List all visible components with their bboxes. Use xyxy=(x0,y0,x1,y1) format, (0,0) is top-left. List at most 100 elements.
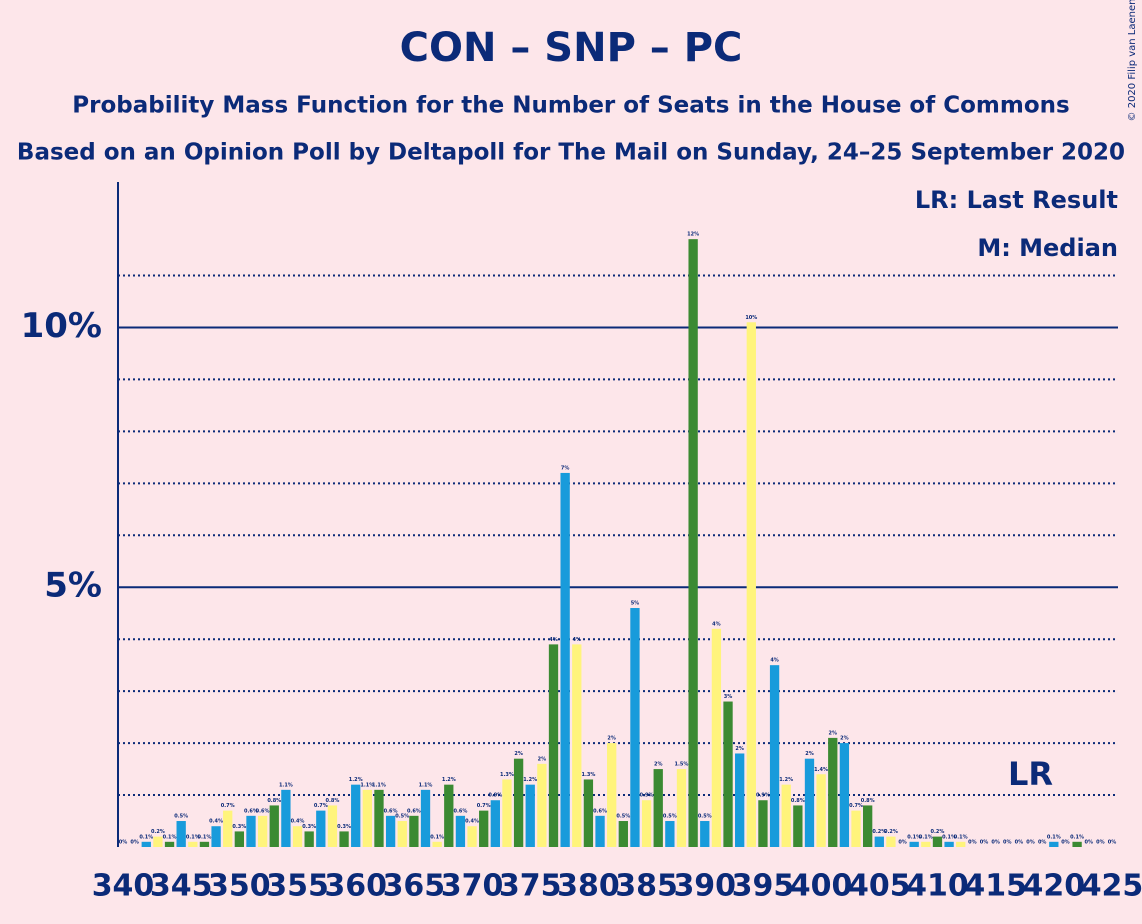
x-tick-label: 400 xyxy=(790,869,853,904)
bar xyxy=(700,821,710,847)
value-label: 0% xyxy=(968,840,977,846)
value-label: 0.5% xyxy=(174,814,188,820)
bar xyxy=(397,821,407,847)
x-tick-label: 405 xyxy=(848,869,911,904)
value-label: 1.3% xyxy=(581,772,595,778)
value-label: 0.2% xyxy=(931,829,945,835)
bar xyxy=(804,758,815,847)
x-tick-label: 380 xyxy=(557,869,620,904)
bar xyxy=(839,743,850,847)
bar xyxy=(537,763,547,847)
value-label: 0.9% xyxy=(756,793,770,799)
bar xyxy=(595,815,605,847)
x-tick-label: 385 xyxy=(615,869,678,904)
value-label: 1.5% xyxy=(675,762,689,768)
bar xyxy=(153,836,163,847)
y-tick-label: 10% xyxy=(21,306,102,346)
value-label: 0.6% xyxy=(244,808,258,814)
bar xyxy=(653,769,663,847)
bar xyxy=(269,805,279,847)
bar xyxy=(688,239,698,847)
y-tick-label: 5% xyxy=(44,566,102,606)
bar xyxy=(176,821,186,847)
value-label: 12% xyxy=(687,232,699,238)
value-label: 1.2% xyxy=(523,777,537,783)
value-label: 0.3% xyxy=(302,824,316,830)
bar xyxy=(828,737,838,847)
value-label: 0.1% xyxy=(1047,834,1061,840)
value-label: 0.1% xyxy=(186,834,200,840)
value-label: 0.7% xyxy=(314,803,328,809)
bar xyxy=(723,701,733,847)
value-label: 0.8% xyxy=(861,798,875,804)
value-label: 0.1% xyxy=(907,834,921,840)
bar xyxy=(560,472,570,847)
chart-title: CON – SNP – PC xyxy=(400,25,743,71)
value-label: 0% xyxy=(1015,840,1024,846)
x-tick-label: 340 xyxy=(92,869,155,904)
bar xyxy=(409,815,419,847)
x-tick-label: 365 xyxy=(383,869,446,904)
bar xyxy=(641,800,652,847)
value-label: 7% xyxy=(561,465,570,471)
bar xyxy=(513,758,524,847)
bar xyxy=(932,836,943,847)
value-label: 2% xyxy=(829,730,838,736)
value-label: 0% xyxy=(1084,840,1093,846)
bar xyxy=(141,841,151,847)
value-label: 0.7% xyxy=(849,803,863,809)
value-label: 0.2% xyxy=(884,829,898,835)
value-label: 0% xyxy=(1096,840,1105,846)
x-tick-label: 370 xyxy=(441,869,504,904)
value-label: 2% xyxy=(840,736,849,742)
bar xyxy=(479,810,489,847)
value-label: 0.1% xyxy=(942,834,956,840)
x-tick-label: 410 xyxy=(906,869,969,904)
bar xyxy=(304,831,314,847)
bar xyxy=(467,826,477,847)
value-label: 4% xyxy=(573,637,582,643)
value-label: 0.3% xyxy=(232,824,246,830)
bar xyxy=(1049,841,1059,847)
value-label: 0.1% xyxy=(954,834,968,840)
last-result-label: LR xyxy=(1008,755,1053,793)
bar xyxy=(816,774,826,847)
value-label: 0.6% xyxy=(593,808,607,814)
value-label: 0% xyxy=(898,840,907,846)
value-label: 0.7% xyxy=(221,803,235,809)
value-label: 0% xyxy=(1038,840,1047,846)
value-label: 0.5% xyxy=(395,814,409,820)
bar xyxy=(665,821,675,847)
bar xyxy=(758,800,768,847)
value-label: 2% xyxy=(735,746,744,752)
x-tick-label: 390 xyxy=(673,869,736,904)
legend-note: M: Median xyxy=(977,234,1118,262)
value-label: 0% xyxy=(1026,840,1035,846)
bar xyxy=(188,841,198,847)
value-label: 0.1% xyxy=(198,834,212,840)
bar xyxy=(432,841,442,847)
value-label: 4% xyxy=(770,658,779,664)
value-label: 0.4% xyxy=(465,819,479,825)
value-label: 0% xyxy=(130,840,139,846)
bar xyxy=(444,784,454,847)
chart-subtitle: Probability Mass Function for the Number… xyxy=(72,93,1069,119)
value-label: 0% xyxy=(1108,840,1117,846)
bar xyxy=(572,644,582,847)
bar xyxy=(944,841,954,847)
x-tick-label: 350 xyxy=(208,869,271,904)
bar xyxy=(630,608,640,847)
bar xyxy=(257,815,268,847)
value-label: 1.2% xyxy=(779,777,793,783)
value-label: 0% xyxy=(1061,840,1070,846)
value-label: 0.1% xyxy=(430,834,444,840)
value-label: 1.1% xyxy=(372,782,386,788)
bar xyxy=(1072,841,1082,847)
x-tick-label: 375 xyxy=(499,869,562,904)
value-label: 0.6% xyxy=(453,808,467,814)
bar xyxy=(281,789,291,847)
value-label: 0.6% xyxy=(256,808,270,814)
value-label: 1.1% xyxy=(279,782,293,788)
bar xyxy=(211,826,221,847)
x-tick-label: 345 xyxy=(150,869,213,904)
